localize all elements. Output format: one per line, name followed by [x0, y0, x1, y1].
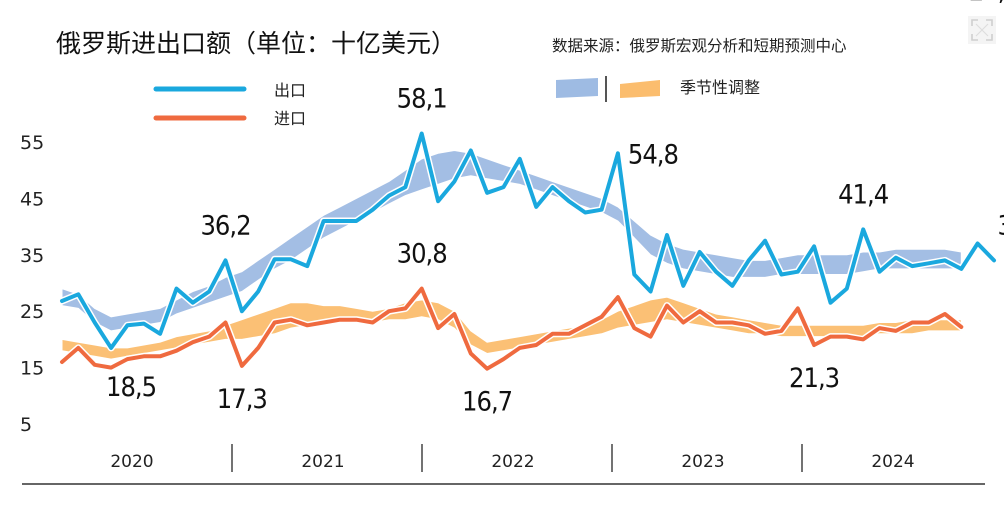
expand-icon[interactable]	[968, 16, 996, 44]
x-tick-label: 2020	[110, 452, 153, 472]
y-tick-label: 45	[20, 188, 44, 210]
legend: 出口 进口 季节性调整	[156, 76, 760, 128]
data-label: 21,3	[789, 363, 839, 394]
data-label: 30,8	[397, 239, 447, 270]
legend-exports-band-swatch	[556, 78, 598, 98]
chart-title: 俄罗斯进出口额（单位：十亿美元）	[56, 29, 456, 58]
chart-source: 数据来源：俄罗斯宏观分析和短期预测中心	[552, 37, 847, 55]
legend-imports-band-swatch	[620, 80, 660, 98]
legend-exports-label: 出口	[274, 81, 306, 100]
data-label: 17,3	[217, 384, 267, 415]
data-label: 24,2	[969, 0, 1004, 7]
legend-seasonal-label: 季节性调整	[680, 78, 760, 97]
y-tick-label: 15	[20, 358, 44, 380]
x-tick-label: 2021	[301, 452, 344, 472]
legend-imports-label: 进口	[274, 109, 306, 128]
data-label: 18,5	[106, 372, 156, 403]
data-label: 41,4	[838, 179, 889, 210]
y-tick-label: 35	[20, 245, 44, 267]
y-tick-label: 55	[20, 132, 44, 154]
x-tick-label: 2023	[681, 452, 724, 472]
data-label: 36	[997, 210, 1004, 241]
plot-area	[62, 133, 994, 368]
data-label: 54,8	[628, 139, 678, 170]
y-tick-label: 25	[20, 301, 44, 323]
x-tick-label: 2024	[871, 452, 914, 472]
y-tick-label: 5	[20, 414, 32, 436]
data-label: 36,2	[200, 210, 250, 241]
data-label: 58,1	[397, 84, 447, 115]
x-tick-label: 2022	[491, 452, 534, 472]
data-label: 16,7	[462, 387, 512, 418]
